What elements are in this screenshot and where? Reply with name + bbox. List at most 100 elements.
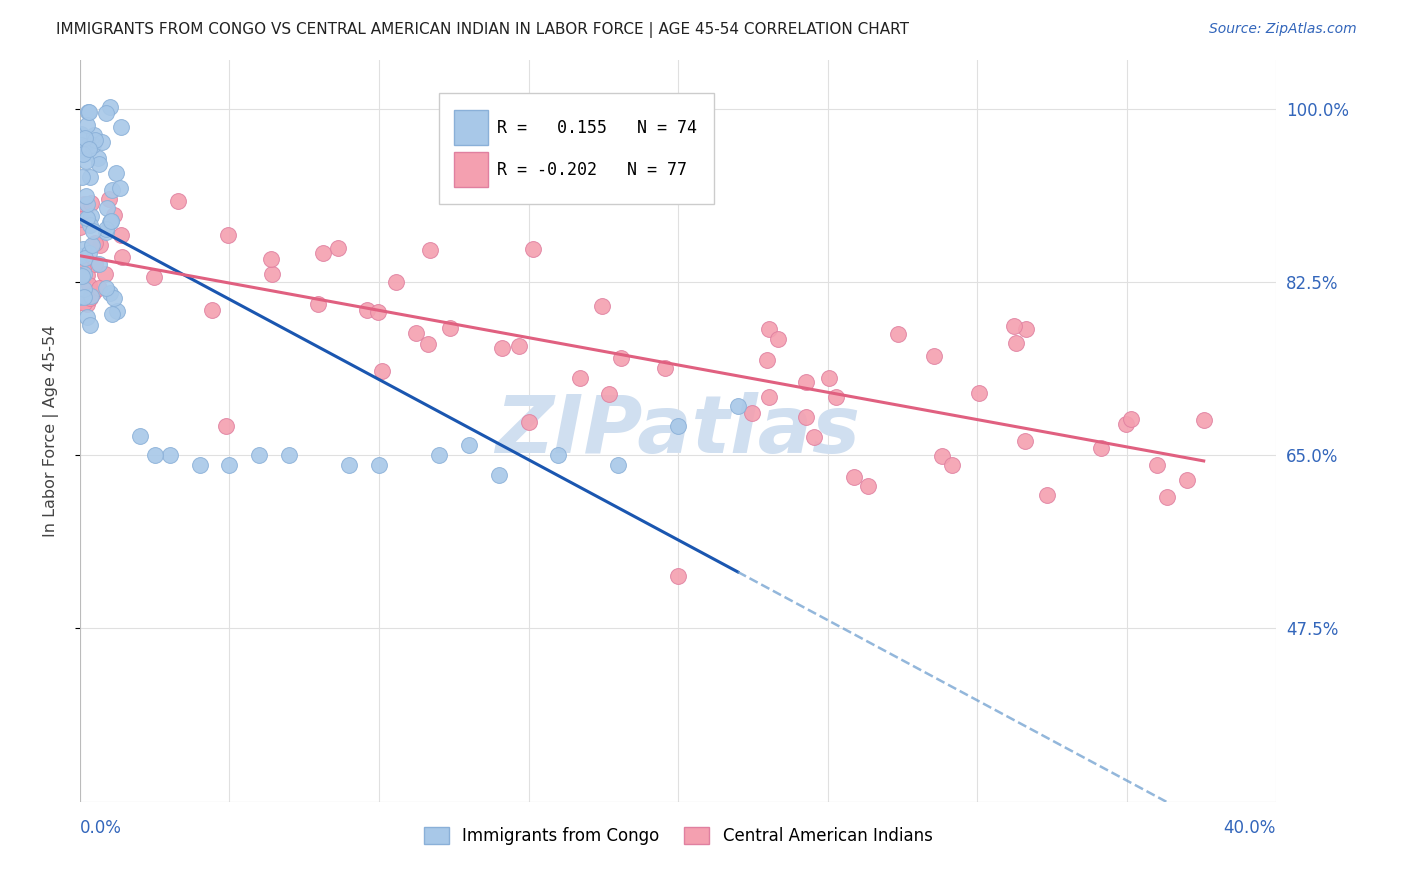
Point (105, 166, 128, 180)
Point (803, 430, 825, 444)
Point (488, 468, 510, 483)
Point (76, 268, 98, 282)
Point (607, 458, 630, 473)
Point (967, 385, 990, 400)
Point (73, 138, 96, 153)
Text: IMMIGRANTS FROM CONGO VS CENTRAL AMERICAN INDIAN IN LABOR FORCE | AGE 45-54 CORR: IMMIGRANTS FROM CONGO VS CENTRAL AMERICA… (56, 22, 910, 38)
Point (69, 220, 91, 235)
Point (941, 458, 963, 472)
Point (89, 238, 111, 252)
Point (96, 201, 118, 215)
Point (758, 390, 780, 404)
Point (79, 218, 101, 232)
Point (77, 104, 100, 119)
Point (1015, 321, 1038, 335)
Point (159, 448, 181, 462)
Point (75, 189, 97, 203)
Point (758, 322, 780, 336)
Point (200, 303, 222, 318)
Point (654, 361, 676, 376)
Point (72, 146, 94, 161)
Point (73, 289, 96, 303)
Point (931, 449, 953, 463)
Point (1115, 417, 1137, 432)
Point (356, 302, 378, 317)
Point (416, 337, 439, 351)
Point (1004, 336, 1026, 351)
Text: ZIPatlas: ZIPatlas (495, 392, 860, 469)
Point (82, 224, 104, 238)
Point (76, 118, 98, 132)
Point (110, 181, 132, 195)
Point (547, 448, 569, 462)
Point (69, 137, 91, 152)
Point (405, 326, 427, 341)
Point (100, 214, 122, 228)
Point (96, 222, 118, 236)
Point (80, 196, 103, 211)
Point (72, 143, 94, 157)
Point (755, 352, 778, 367)
Point (591, 299, 613, 313)
Point (188, 458, 211, 473)
Point (1002, 319, 1025, 334)
Point (79, 105, 101, 120)
Point (69, 127, 91, 141)
Point (491, 341, 513, 355)
Point (218, 458, 240, 473)
Point (70, 144, 93, 158)
Point (70, 212, 93, 227)
Point (796, 375, 818, 389)
Point (73, 197, 96, 211)
Point (1090, 441, 1112, 455)
Bar (454, 153, 488, 187)
Point (1175, 473, 1198, 487)
Point (84, 236, 107, 251)
Point (80, 238, 103, 252)
Point (100, 214, 122, 228)
Point (666, 568, 689, 582)
Point (103, 291, 125, 305)
Point (94, 267, 117, 281)
Point (666, 418, 689, 433)
Text: Source: ZipAtlas.com: Source: ZipAtlas.com (1209, 22, 1357, 37)
Point (76, 310, 98, 325)
Point (741, 406, 763, 420)
Point (326, 241, 349, 255)
Point (886, 326, 908, 341)
Point (1014, 434, 1036, 448)
Text: R = -0.202   N = 77: R = -0.202 N = 77 (498, 161, 688, 179)
Point (427, 448, 450, 462)
Point (818, 371, 841, 385)
Point (100, 183, 122, 197)
Bar (454, 110, 488, 145)
Point (101, 307, 124, 321)
Point (367, 304, 389, 318)
Point (69, 290, 91, 304)
Point (77, 142, 100, 156)
Text: R =   0.155   N = 74: R = 0.155 N = 74 (498, 119, 697, 136)
Point (1036, 488, 1059, 502)
Point (142, 270, 165, 285)
Point (94, 106, 117, 120)
Point (84, 257, 107, 271)
Point (87, 151, 110, 165)
Point (312, 245, 335, 260)
Text: 0.0%: 0.0% (80, 820, 122, 838)
Point (825, 391, 848, 405)
Point (260, 252, 283, 267)
Point (76, 211, 98, 226)
Point (247, 448, 270, 462)
Point (568, 370, 591, 384)
Point (79, 318, 101, 332)
Point (439, 320, 461, 334)
Point (368, 458, 391, 473)
Point (215, 419, 238, 434)
Point (766, 332, 789, 346)
Point (128, 428, 150, 442)
FancyBboxPatch shape (439, 93, 714, 204)
Point (337, 458, 360, 473)
Point (87, 257, 110, 271)
Point (110, 227, 132, 242)
Point (457, 438, 479, 452)
